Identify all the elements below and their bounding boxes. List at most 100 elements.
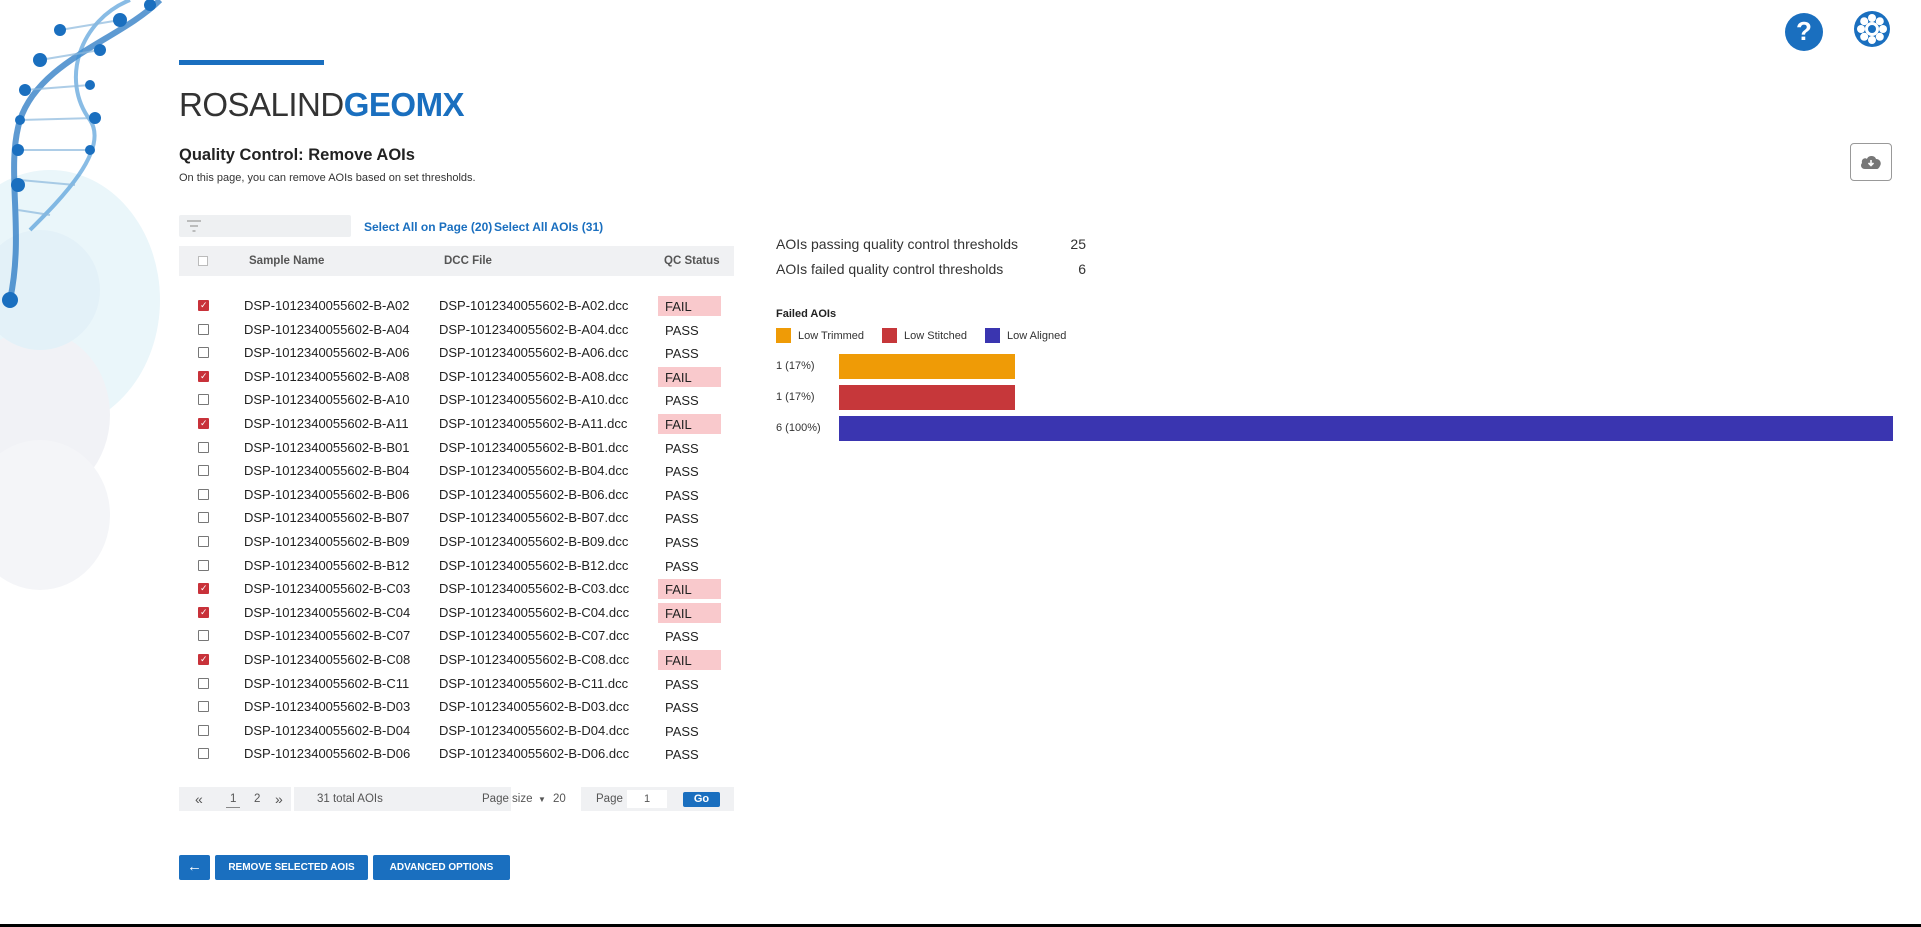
qc-status-badge: FAIL xyxy=(658,296,721,316)
table-row[interactable]: DSP-1012340055602-B-A02 DSP-1012340055602… xyxy=(179,295,734,319)
bar-data-label: 6 (100%) xyxy=(776,422,821,434)
table-row[interactable]: DSP-1012340055602-B-B06 DSP-1012340055602… xyxy=(179,484,734,508)
bar-low-trimmed[interactable] xyxy=(839,354,1015,379)
table-header: Sample Name DCC File QC Status xyxy=(179,246,734,276)
page-button-2[interactable]: 2 xyxy=(254,793,261,805)
row-checkbox[interactable] xyxy=(198,441,209,453)
row-checkbox[interactable] xyxy=(198,394,209,406)
legend-swatch xyxy=(882,328,898,343)
row-checkbox[interactable] xyxy=(198,748,209,760)
passing-value: 25 xyxy=(1070,236,1086,252)
column-dcc-file[interactable]: DCC File xyxy=(444,255,492,267)
header-accent-bar xyxy=(179,60,324,65)
row-checkbox[interactable] xyxy=(198,630,209,642)
table-row[interactable]: DSP-1012340055602-B-C04 DSP-1012340055602… xyxy=(179,602,734,626)
bar-data-label: 1 (17%) xyxy=(776,360,815,372)
row-checkbox[interactable] xyxy=(198,559,209,571)
dcc-file-cell: DSP-1012340055602-B-A10.dcc xyxy=(439,392,629,408)
row-checkbox[interactable] xyxy=(198,606,209,618)
qc-status-badge: FAIL xyxy=(658,602,721,623)
row-checkbox[interactable] xyxy=(198,724,209,736)
row-checkbox[interactable] xyxy=(198,300,209,311)
legend-item: Low Trimmed xyxy=(776,328,864,343)
qc-status-badge: PASS xyxy=(665,747,699,763)
table-row[interactable]: DSP-1012340055602-B-B12 DSP-1012340055602… xyxy=(179,555,734,579)
row-checkbox[interactable] xyxy=(198,465,209,477)
table-row[interactable]: DSP-1012340055602-B-A11 DSP-1012340055602… xyxy=(179,413,734,437)
table-row[interactable]: DSP-1012340055602-B-A04 DSP-1012340055602… xyxy=(179,319,734,343)
column-sample-name[interactable]: Sample Name xyxy=(249,255,325,267)
advanced-options-button[interactable]: ADVANCED OPTIONS xyxy=(373,855,510,880)
table-row[interactable]: DSP-1012340055602-B-C03 DSP-1012340055602… xyxy=(179,578,734,602)
cloud-download-icon xyxy=(1861,156,1881,169)
row-checkbox[interactable] xyxy=(198,583,209,595)
remove-selected-aois-button[interactable]: REMOVE SELECTED AOIS xyxy=(215,855,368,880)
download-button[interactable] xyxy=(1850,143,1892,181)
table-row[interactable]: DSP-1012340055602-B-C11 DSP-1012340055602… xyxy=(179,673,734,697)
table-row[interactable]: DSP-1012340055602-B-A10 DSP-1012340055602… xyxy=(179,389,734,413)
sample-name-cell: DSP-1012340055602-B-B09 xyxy=(244,533,410,549)
qc-status-badge: PASS xyxy=(665,676,699,692)
caret-down-icon[interactable]: ▼ xyxy=(538,795,546,804)
page-size-value[interactable]: 20 xyxy=(553,793,566,805)
table-row[interactable]: DSP-1012340055602-B-C08 DSP-1012340055602… xyxy=(179,649,734,673)
table-row[interactable]: DSP-1012340055602-B-B01 DSP-1012340055602… xyxy=(179,437,734,461)
row-checkbox[interactable] xyxy=(198,323,209,335)
sample-name-cell: DSP-1012340055602-B-B06 xyxy=(244,486,410,502)
row-checkbox[interactable] xyxy=(198,347,209,359)
table-row[interactable]: DSP-1012340055602-B-B07 DSP-1012340055602… xyxy=(179,507,734,531)
sample-name-cell: DSP-1012340055602-B-A10 xyxy=(244,392,410,408)
column-qc-status[interactable]: QC Status xyxy=(664,255,720,267)
dcc-file-cell: DSP-1012340055602-B-A02.dcc xyxy=(439,298,629,313)
bar-data-label: 1 (17%) xyxy=(776,391,815,403)
table-row[interactable]: DSP-1012340055602-B-D06 DSP-1012340055602… xyxy=(179,743,734,767)
row-checkbox[interactable] xyxy=(198,512,209,524)
row-checkbox[interactable] xyxy=(198,488,209,500)
legend-item: Low Stitched xyxy=(882,328,967,343)
qc-status-badge: FAIL xyxy=(658,413,721,434)
row-checkbox[interactable] xyxy=(198,653,209,665)
page-number-input[interactable]: 1 xyxy=(627,790,667,808)
dcc-file-cell: DSP-1012340055602-B-A11.dcc xyxy=(439,415,628,431)
filter-icon xyxy=(187,220,201,232)
qc-status-badge: PASS xyxy=(665,700,699,716)
page-button-1[interactable]: 1 xyxy=(226,793,241,808)
total-aois: 31 total AOIs xyxy=(317,793,383,805)
dcc-file-cell: DSP-1012340055602-B-B04.dcc xyxy=(439,463,629,479)
table-row[interactable]: DSP-1012340055602-B-A06 DSP-1012340055602… xyxy=(179,342,734,366)
row-checkbox[interactable] xyxy=(198,370,209,382)
chart-legend: Low Trimmed Low Stitched Low Aligned xyxy=(776,328,1066,343)
bar-low-aligned[interactable] xyxy=(839,416,1893,441)
double-chevron-left-icon[interactable]: « xyxy=(195,791,203,807)
back-button[interactable]: ← xyxy=(179,855,210,880)
select-all-on-page-link[interactable]: Select All on Page (20) xyxy=(364,220,493,234)
table-row[interactable]: DSP-1012340055602-B-D04 DSP-1012340055602… xyxy=(179,720,734,744)
sample-name-cell: DSP-1012340055602-B-D06 xyxy=(244,746,411,762)
select-all-checkbox[interactable] xyxy=(198,256,208,266)
table-row[interactable]: DSP-1012340055602-B-C07 DSP-1012340055602… xyxy=(179,625,734,649)
gear-icon[interactable] xyxy=(1853,10,1891,53)
qc-status-badge: PASS xyxy=(665,511,699,527)
filter-input[interactable] xyxy=(179,215,351,237)
table-row[interactable]: DSP-1012340055602-B-D03 DSP-1012340055602… xyxy=(179,696,734,720)
failed-aois-chart: 1 (17%) 1 (17%) 6 (100%) xyxy=(776,354,1896,454)
row-checkbox[interactable] xyxy=(198,535,209,547)
row-checkbox[interactable] xyxy=(198,417,209,429)
table-row[interactable]: DSP-1012340055602-B-B04 DSP-1012340055602… xyxy=(179,460,734,484)
table-row[interactable]: DSP-1012340055602-B-A08 DSP-1012340055602… xyxy=(179,366,734,390)
go-button[interactable]: Go xyxy=(683,792,720,807)
select-all-aois-link[interactable]: Select All AOIs (31) xyxy=(494,220,604,234)
legend-label: Low Trimmed xyxy=(798,329,865,342)
sample-name-cell: DSP-1012340055602-B-B04 xyxy=(244,463,410,479)
bar-low-stitched[interactable] xyxy=(839,385,1015,410)
row-checkbox[interactable] xyxy=(198,701,209,713)
sample-name-cell: DSP-1012340055602-B-C03 xyxy=(244,581,411,597)
failed-value: 6 xyxy=(1078,261,1086,277)
dcc-file-cell: DSP-1012340055602-B-B12.dcc xyxy=(439,557,629,573)
help-icon[interactable]: ? xyxy=(1785,12,1823,51)
sample-name-cell: DSP-1012340055602-B-A02 xyxy=(244,298,410,313)
row-checkbox[interactable] xyxy=(198,677,209,689)
table-row[interactable]: DSP-1012340055602-B-B09 DSP-1012340055602… xyxy=(179,531,734,555)
double-chevron-right-icon[interactable]: » xyxy=(275,791,283,807)
sample-name-cell: DSP-1012340055602-B-A11 xyxy=(244,415,409,431)
